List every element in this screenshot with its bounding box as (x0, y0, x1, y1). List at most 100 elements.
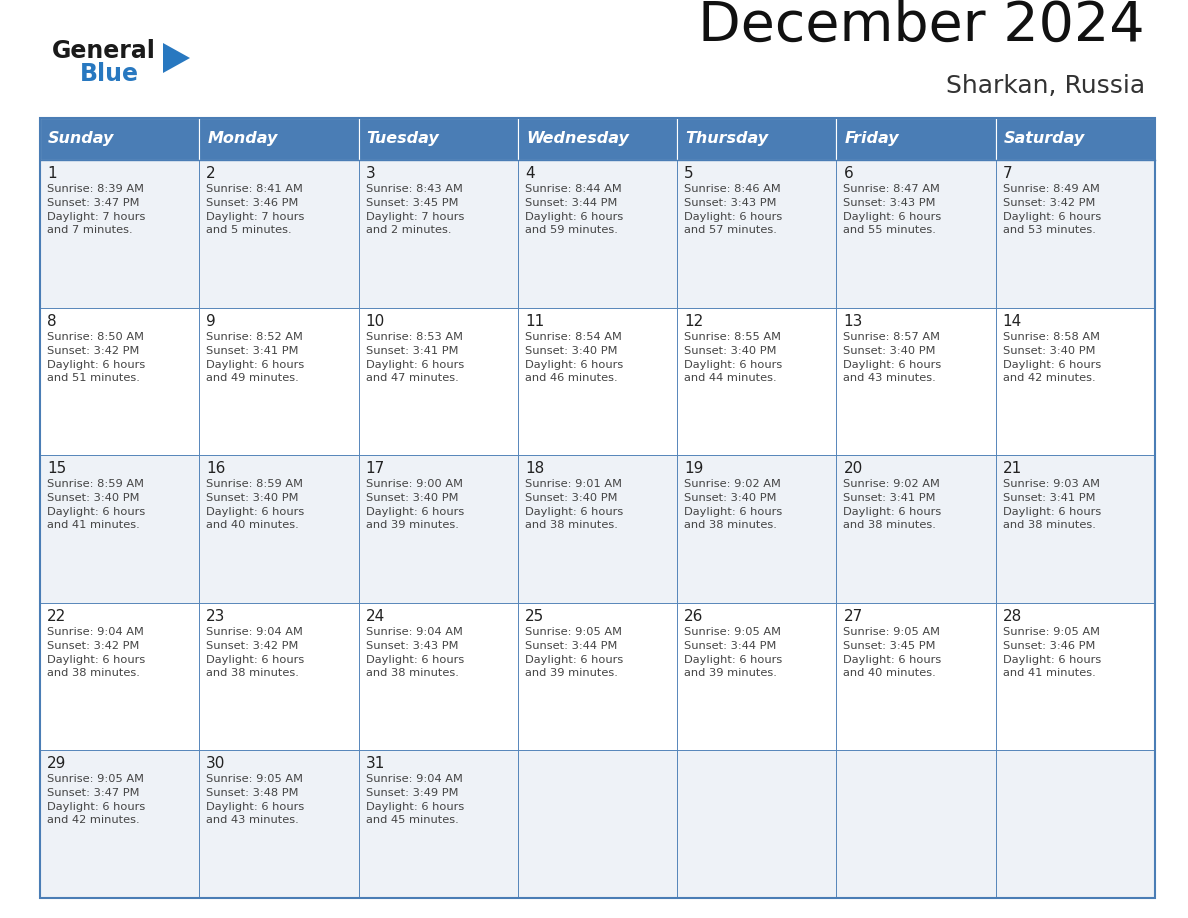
Bar (40, 160, 200, 308)
Text: Sunrise: 9:05 AM: Sunrise: 9:05 AM (207, 775, 303, 784)
Text: 15: 15 (48, 461, 67, 476)
Text: Daylight: 6 hours: Daylight: 6 hours (525, 508, 624, 517)
Text: Sunset: 3:46 PM: Sunset: 3:46 PM (207, 198, 298, 208)
Text: Daylight: 6 hours: Daylight: 6 hours (1003, 212, 1101, 222)
Text: Sunrise: 9:05 AM: Sunrise: 9:05 AM (525, 627, 621, 637)
Text: 10: 10 (366, 314, 385, 329)
Text: Sunset: 3:42 PM: Sunset: 3:42 PM (48, 641, 139, 651)
Text: and 39 minutes.: and 39 minutes. (525, 667, 618, 677)
Text: 5: 5 (684, 166, 694, 181)
Bar (836, 160, 996, 308)
Text: Daylight: 6 hours: Daylight: 6 hours (684, 360, 783, 370)
Text: and 38 minutes.: and 38 minutes. (366, 667, 459, 677)
Bar (359, 603, 518, 750)
Text: and 38 minutes.: and 38 minutes. (684, 521, 777, 531)
Text: and 42 minutes.: and 42 minutes. (1003, 373, 1095, 383)
Bar (677, 455, 836, 603)
Text: 11: 11 (525, 314, 544, 329)
Text: Daylight: 6 hours: Daylight: 6 hours (525, 212, 624, 222)
Text: Daylight: 6 hours: Daylight: 6 hours (843, 655, 942, 665)
Bar (677, 118, 836, 160)
Text: Sunrise: 9:04 AM: Sunrise: 9:04 AM (366, 775, 462, 784)
Bar (677, 603, 836, 750)
Text: Daylight: 6 hours: Daylight: 6 hours (684, 655, 783, 665)
Text: and 38 minutes.: and 38 minutes. (48, 667, 140, 677)
Bar (996, 308, 1155, 455)
Text: Sunrise: 8:47 AM: Sunrise: 8:47 AM (843, 184, 941, 194)
Bar (836, 455, 996, 603)
Text: Daylight: 6 hours: Daylight: 6 hours (1003, 360, 1101, 370)
Bar (359, 160, 518, 308)
Text: Sharkan, Russia: Sharkan, Russia (946, 74, 1145, 98)
Text: Monday: Monday (207, 131, 278, 147)
Text: 18: 18 (525, 461, 544, 476)
Text: 1: 1 (48, 166, 57, 181)
Text: and 53 minutes.: and 53 minutes. (1003, 225, 1095, 235)
Text: and 40 minutes.: and 40 minutes. (843, 667, 936, 677)
Text: Tuesday: Tuesday (367, 131, 440, 147)
Text: 2: 2 (207, 166, 216, 181)
Text: Wednesday: Wednesday (526, 131, 628, 147)
Text: Daylight: 6 hours: Daylight: 6 hours (684, 212, 783, 222)
Text: and 38 minutes.: and 38 minutes. (525, 521, 618, 531)
Bar (359, 118, 518, 160)
Text: Sunset: 3:44 PM: Sunset: 3:44 PM (684, 641, 777, 651)
Text: 6: 6 (843, 166, 853, 181)
Text: Daylight: 7 hours: Daylight: 7 hours (207, 212, 304, 222)
Text: Daylight: 6 hours: Daylight: 6 hours (366, 508, 463, 517)
Text: Sunrise: 8:46 AM: Sunrise: 8:46 AM (684, 184, 781, 194)
Polygon shape (163, 43, 190, 73)
Text: 7: 7 (1003, 166, 1012, 181)
Text: Thursday: Thursday (685, 131, 769, 147)
Text: 3: 3 (366, 166, 375, 181)
Text: 17: 17 (366, 461, 385, 476)
Bar (40, 750, 200, 898)
Text: Sunset: 3:45 PM: Sunset: 3:45 PM (843, 641, 936, 651)
Text: Sunrise: 9:01 AM: Sunrise: 9:01 AM (525, 479, 621, 489)
Text: and 55 minutes.: and 55 minutes. (843, 225, 936, 235)
Text: Sunset: 3:43 PM: Sunset: 3:43 PM (684, 198, 777, 208)
Bar (200, 603, 359, 750)
Bar (40, 118, 1155, 898)
Text: 22: 22 (48, 609, 67, 624)
Text: Daylight: 6 hours: Daylight: 6 hours (366, 802, 463, 812)
Text: Daylight: 6 hours: Daylight: 6 hours (1003, 655, 1101, 665)
Text: Sunrise: 8:44 AM: Sunrise: 8:44 AM (525, 184, 621, 194)
Text: 30: 30 (207, 756, 226, 771)
Text: Daylight: 6 hours: Daylight: 6 hours (843, 360, 942, 370)
Text: Sunrise: 9:05 AM: Sunrise: 9:05 AM (843, 627, 941, 637)
Text: Sunrise: 9:04 AM: Sunrise: 9:04 AM (207, 627, 303, 637)
Text: Sunrise: 9:05 AM: Sunrise: 9:05 AM (1003, 627, 1100, 637)
Text: Sunrise: 8:50 AM: Sunrise: 8:50 AM (48, 331, 144, 341)
Text: and 51 minutes.: and 51 minutes. (48, 373, 140, 383)
Text: 21: 21 (1003, 461, 1022, 476)
Text: Sunset: 3:40 PM: Sunset: 3:40 PM (366, 493, 459, 503)
Text: 31: 31 (366, 756, 385, 771)
Text: Sunrise: 8:41 AM: Sunrise: 8:41 AM (207, 184, 303, 194)
Text: Daylight: 6 hours: Daylight: 6 hours (48, 508, 145, 517)
Bar (836, 603, 996, 750)
Bar (40, 603, 200, 750)
Text: 29: 29 (48, 756, 67, 771)
Text: Sunset: 3:49 PM: Sunset: 3:49 PM (366, 789, 459, 799)
Text: Sunrise: 9:05 AM: Sunrise: 9:05 AM (48, 775, 144, 784)
Text: Sunset: 3:44 PM: Sunset: 3:44 PM (525, 198, 618, 208)
Text: Sunrise: 8:39 AM: Sunrise: 8:39 AM (48, 184, 144, 194)
Text: Sunrise: 8:55 AM: Sunrise: 8:55 AM (684, 331, 782, 341)
Text: Sunset: 3:40 PM: Sunset: 3:40 PM (48, 493, 139, 503)
Text: Daylight: 6 hours: Daylight: 6 hours (1003, 508, 1101, 517)
Text: Daylight: 6 hours: Daylight: 6 hours (843, 508, 942, 517)
Bar (836, 118, 996, 160)
Text: Daylight: 6 hours: Daylight: 6 hours (48, 802, 145, 812)
Text: Daylight: 6 hours: Daylight: 6 hours (207, 360, 304, 370)
Text: and 47 minutes.: and 47 minutes. (366, 373, 459, 383)
Text: Sunset: 3:43 PM: Sunset: 3:43 PM (843, 198, 936, 208)
Text: 20: 20 (843, 461, 862, 476)
Text: and 43 minutes.: and 43 minutes. (843, 373, 936, 383)
Bar (996, 160, 1155, 308)
Bar (677, 160, 836, 308)
Bar (518, 455, 677, 603)
Text: Daylight: 6 hours: Daylight: 6 hours (843, 212, 942, 222)
Text: Sunset: 3:40 PM: Sunset: 3:40 PM (207, 493, 299, 503)
Text: Sunset: 3:48 PM: Sunset: 3:48 PM (207, 789, 299, 799)
